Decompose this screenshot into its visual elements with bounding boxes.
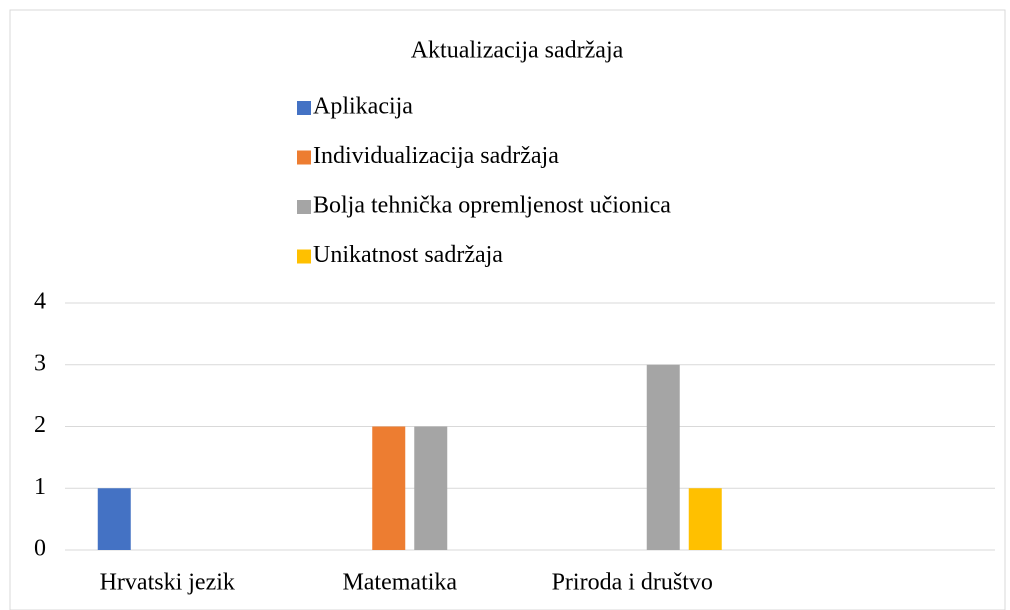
bar bbox=[688, 488, 722, 550]
bar bbox=[372, 426, 406, 550]
legend-label: Unikatnost sadržaja bbox=[313, 242, 503, 268]
y-tick-label: 1 bbox=[34, 474, 46, 500]
bar bbox=[97, 488, 131, 550]
bar bbox=[646, 364, 680, 550]
legend-label: Aplikacija bbox=[313, 94, 413, 120]
x-tick-label: Priroda i društvo bbox=[552, 570, 713, 596]
y-tick-label: 2 bbox=[34, 412, 46, 438]
legend-label: Individualizacija sadržaja bbox=[313, 143, 559, 169]
legend-swatch bbox=[297, 200, 311, 214]
legend-swatch bbox=[297, 150, 311, 165]
y-tick-label: 0 bbox=[34, 536, 46, 562]
legend-swatch bbox=[297, 101, 311, 115]
y-tick-label: 3 bbox=[34, 350, 46, 376]
chart-title: Aktualizacija sadržaja bbox=[411, 38, 624, 64]
x-tick-label: Matematika bbox=[342, 570, 457, 596]
legend-label: Bolja tehnička opremljenost učionica bbox=[313, 193, 671, 219]
x-tick-label: Hrvatski jezik bbox=[100, 570, 235, 596]
chart-frame bbox=[9, 9, 1006, 610]
y-tick-label: 4 bbox=[34, 289, 46, 315]
bar bbox=[414, 426, 448, 550]
legend-swatch bbox=[297, 249, 311, 264]
